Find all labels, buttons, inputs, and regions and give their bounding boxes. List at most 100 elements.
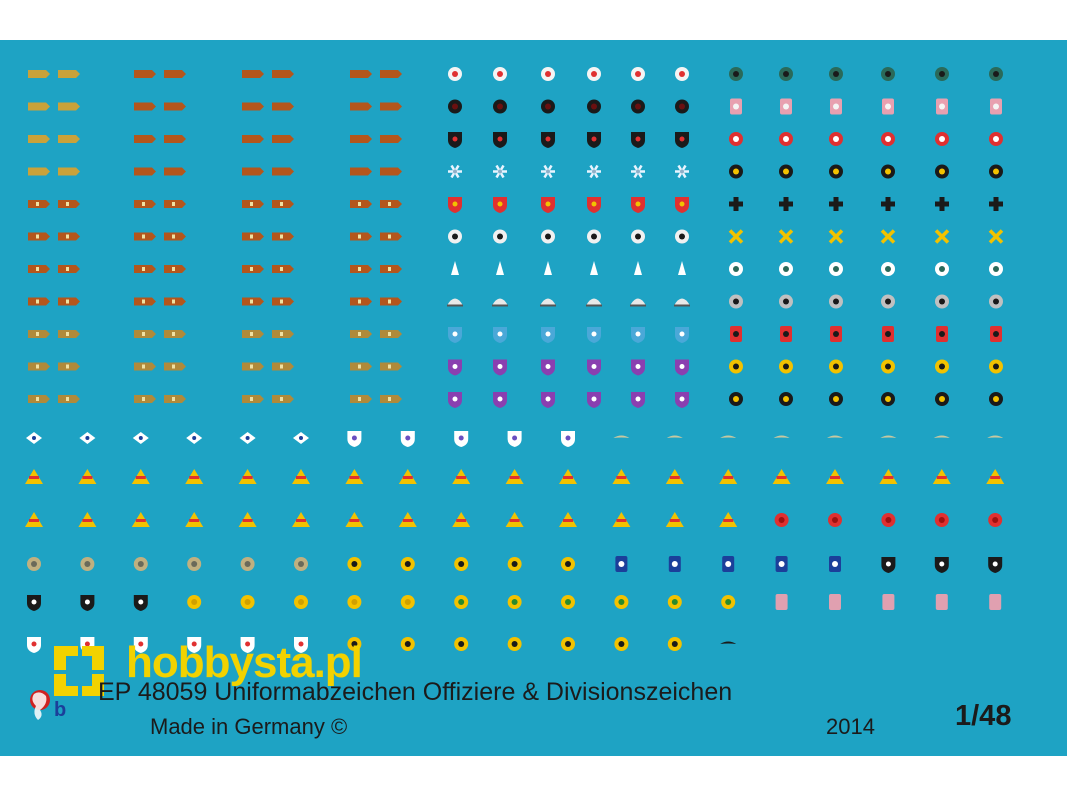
division-patch-icon	[507, 431, 522, 447]
division-patch-icon	[493, 392, 507, 408]
division-patch-icon	[454, 595, 469, 609]
shoulder-strap-icon	[134, 395, 186, 403]
division-patch-icon	[881, 67, 895, 81]
division-patch-icon	[25, 512, 43, 527]
shoulder-strap-icon	[242, 362, 294, 371]
division-patch-icon	[541, 359, 555, 376]
division-patch-icon	[935, 359, 949, 374]
division-patch-icon	[675, 229, 689, 244]
division-patch-icon	[826, 469, 844, 484]
division-patch-icon	[773, 435, 790, 438]
division-patch-icon	[493, 229, 507, 244]
division-patch-icon	[829, 594, 841, 610]
division-patch-icon	[932, 469, 951, 484]
division-patch-icon	[448, 67, 462, 81]
division-patch-icon	[541, 164, 555, 179]
division-patch-icon	[561, 431, 575, 447]
division-patch-icon	[79, 432, 96, 444]
division-patch-icon	[131, 469, 150, 484]
shoulder-strap-icon	[242, 265, 294, 273]
division-patch-icon	[185, 469, 204, 484]
division-patch-icon	[933, 435, 950, 438]
division-patch-icon	[541, 132, 555, 148]
division-patch-icon	[722, 556, 735, 572]
division-patch-icon	[779, 294, 793, 309]
division-patch-icon	[675, 359, 689, 376]
watermark-text: hobbysta.pl	[126, 638, 363, 687]
division-patch-icon	[27, 595, 41, 611]
division-patch-icon	[634, 261, 642, 275]
division-patch-icon	[880, 229, 896, 244]
division-patch-icon	[561, 637, 575, 651]
division-patch-icon	[187, 637, 202, 653]
division-patch-icon	[544, 261, 552, 275]
division-patch-icon	[935, 262, 949, 276]
division-patch-icon	[292, 469, 310, 484]
division-patch-icon	[828, 513, 842, 527]
shoulder-strap-icon	[350, 395, 402, 403]
division-patch-icon	[988, 513, 1003, 527]
division-patch-icon	[989, 359, 1003, 374]
division-patch-icon	[492, 298, 508, 307]
shoulder-strap-icon	[28, 70, 80, 78]
division-patch-icon	[347, 595, 362, 609]
division-patch-icon	[451, 261, 459, 275]
division-patch-icon	[400, 637, 415, 651]
division-patch-icon	[720, 435, 737, 438]
division-patch-icon	[561, 557, 575, 571]
division-patch-icon	[493, 99, 507, 114]
division-patch-icon	[780, 326, 792, 342]
division-patch-icon	[612, 469, 631, 484]
division-patch-icon	[294, 595, 308, 609]
division-patch-icon	[347, 431, 362, 447]
division-patch-icon	[987, 435, 1004, 438]
shoulder-strap-icon	[134, 200, 186, 208]
division-patch-icon	[345, 469, 364, 484]
division-patch-icon	[400, 595, 415, 609]
division-patch-icon	[133, 557, 148, 571]
division-patch-icon	[614, 595, 629, 609]
division-patch-icon	[587, 359, 601, 376]
division-patch-icon	[541, 197, 555, 213]
division-patch-icon	[667, 637, 682, 651]
division-patch-icon	[936, 98, 948, 115]
division-patch-icon	[729, 392, 743, 406]
division-patch-icon	[187, 595, 202, 609]
division-patch-icon	[779, 392, 793, 406]
division-patch-icon	[27, 557, 41, 571]
division-patch-icon	[587, 132, 601, 148]
division-patch-icon	[935, 67, 949, 81]
division-patch-icon	[935, 294, 949, 309]
decal-sheet: hobbysta.pl b EP 48059 Uniformabzeichen …	[0, 40, 1067, 756]
division-patch-icon	[986, 469, 1005, 484]
division-patch-icon	[133, 595, 148, 611]
division-patch-icon	[294, 557, 308, 571]
shoulder-strap-icon	[242, 135, 294, 143]
division-patch-icon	[185, 512, 204, 527]
division-patch-icon	[493, 359, 507, 376]
division-patch-icon	[830, 98, 842, 115]
shoulder-strap-icon	[134, 297, 186, 306]
division-patch-icon	[675, 99, 689, 114]
division-patch-icon	[935, 594, 948, 610]
division-patch-icon	[493, 197, 507, 213]
division-patch-icon	[631, 359, 645, 376]
division-patch-icon	[541, 67, 555, 81]
division-patch-icon	[665, 512, 684, 527]
division-patch-icon	[454, 637, 469, 651]
division-patch-icon	[829, 262, 843, 276]
division-patch-icon	[132, 432, 149, 444]
division-patch-icon	[26, 432, 42, 444]
shoulder-strap-icon	[350, 135, 402, 143]
shoulder-strap-icon	[350, 265, 402, 273]
division-patch-icon	[400, 431, 415, 447]
division-patch-icon	[881, 164, 895, 179]
division-patch-icon	[988, 229, 1004, 244]
division-patch-icon	[80, 595, 95, 611]
division-patch-icon	[238, 469, 257, 484]
shoulder-strap-icon	[134, 232, 186, 241]
division-patch-icon	[493, 132, 507, 148]
division-patch-icon	[729, 294, 743, 309]
division-patch-icon	[493, 164, 507, 179]
division-patch-icon	[448, 229, 462, 244]
